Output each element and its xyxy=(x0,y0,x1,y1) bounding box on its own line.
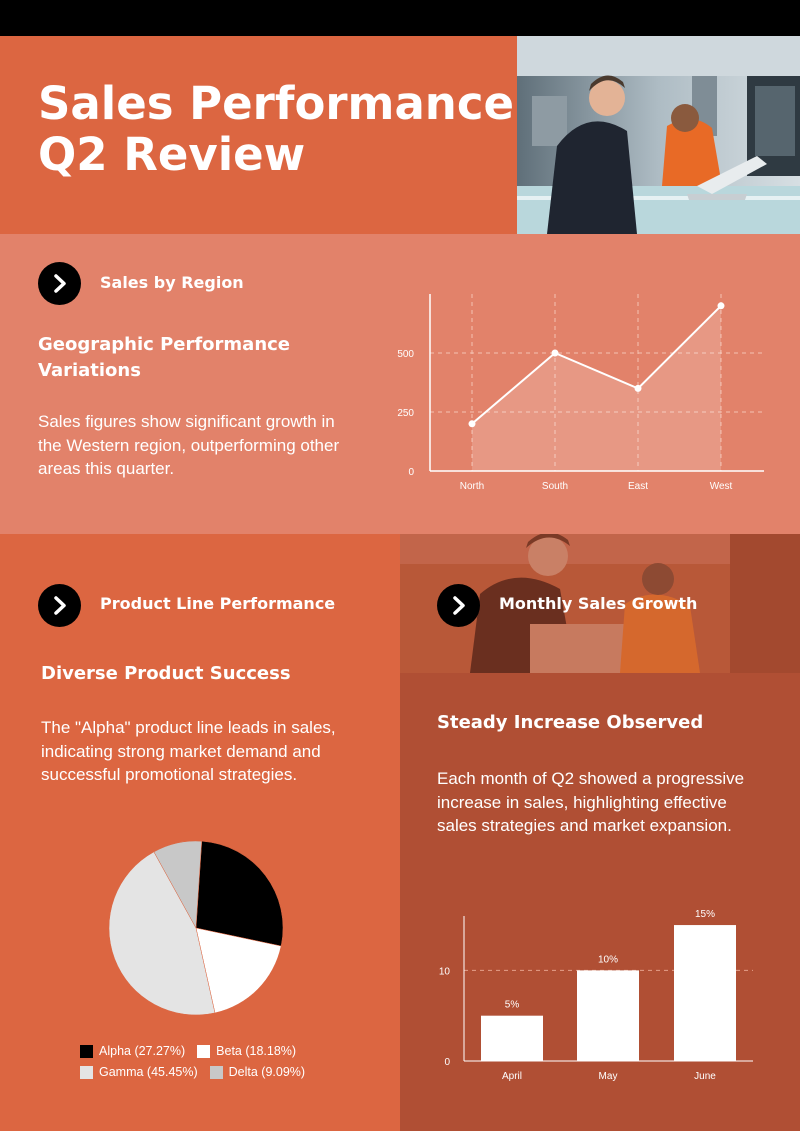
pie-slice-delta xyxy=(153,840,203,929)
legend-swatch-alpha xyxy=(80,1044,93,1058)
chevron-right-icon xyxy=(54,596,66,615)
y-tick-label: 250 xyxy=(397,408,414,419)
pie-slice-alpha xyxy=(195,840,284,947)
x-tick-label-east: East xyxy=(628,481,648,492)
monthly-bar-chart: 0 10 5% April 10% May 15% June xyxy=(439,909,753,1082)
data-label-june: 15% xyxy=(695,909,715,920)
region-section xyxy=(0,234,800,534)
top-bar xyxy=(0,0,800,36)
monthly-subheading: Steady Increase Observed xyxy=(437,712,704,733)
data-point-east xyxy=(634,384,642,392)
area-fill xyxy=(472,305,721,471)
legend-label-delta: Delta (9.09%) xyxy=(228,1065,306,1079)
legend-item-alpha: Alpha (27.27%) xyxy=(80,1044,185,1058)
y-tick-label: 10 xyxy=(439,966,451,977)
region-arrow-button[interactable] xyxy=(38,262,81,305)
data-label-april: 5% xyxy=(505,1000,520,1011)
y-tick-label: 0 xyxy=(408,467,414,478)
y-tick-label: 0 xyxy=(444,1057,450,1068)
monthly-arrow-button[interactable] xyxy=(437,584,480,627)
page-title-line1: Sales Performance xyxy=(38,77,515,130)
chevron-right-icon xyxy=(453,596,465,615)
legend-label-beta: Beta (18.18%) xyxy=(216,1044,297,1058)
data-point-west xyxy=(717,302,725,310)
region-area-chart: 0 250 500 North South East West xyxy=(397,294,764,492)
chevron-right-icon xyxy=(54,274,66,293)
region-body-text: Sales figures show significant growth in… xyxy=(38,412,340,478)
product-pie-legend: Alpha (27.27%) Beta (18.18%) Gamma (45.4… xyxy=(80,1041,380,1083)
legend-swatch-beta xyxy=(197,1044,211,1058)
x-tick-label-west: West xyxy=(710,481,733,492)
series-line xyxy=(471,305,722,425)
data-label-may: 10% xyxy=(598,954,618,965)
data-point-north xyxy=(468,420,476,428)
x-tick-label-north: North xyxy=(460,481,484,492)
pie-slice-gamma xyxy=(108,851,216,1016)
header-banner xyxy=(0,36,517,234)
pie-slice-beta xyxy=(195,927,282,1014)
product-pie-chart xyxy=(108,840,284,1016)
legend-item-beta: Beta (18.18%) xyxy=(197,1044,296,1058)
page-title: Sales Performance Q2 Review xyxy=(38,78,514,180)
legend-swatch-delta xyxy=(209,1065,223,1079)
product-arrow-button[interactable] xyxy=(38,584,81,627)
data-point-south xyxy=(551,349,559,357)
x-tick-label-may: May xyxy=(599,1071,618,1082)
legend-swatch-gamma xyxy=(80,1065,93,1079)
office-meeting-photo xyxy=(517,36,800,234)
monthly-body-text: Each month of Q2 showed a progressive in… xyxy=(437,769,745,835)
product-section xyxy=(0,534,400,1131)
header-photo xyxy=(517,36,800,234)
bar-april xyxy=(481,1015,543,1061)
product-section-title: Product Line Performance xyxy=(100,594,336,613)
legend-label-gamma: Gamma (45.45%) xyxy=(99,1065,198,1079)
x-tick-label-june: June xyxy=(694,1071,716,1082)
monthly-section-title: Monthly Sales Growth xyxy=(499,594,698,613)
x-tick-label-south: South xyxy=(542,481,568,492)
legend-item-delta: Delta (9.09%) xyxy=(209,1065,306,1079)
page-title-line2: Q2 Review xyxy=(38,128,306,181)
legend-item-gamma: Gamma (45.45%) xyxy=(80,1065,198,1079)
product-subheading: Diverse Product Success xyxy=(41,663,291,684)
legend-label-alpha: Alpha (27.27%) xyxy=(99,1044,186,1058)
y-tick-label: 500 xyxy=(397,349,414,360)
region-subheading: Geographic Performance Variations xyxy=(38,334,291,381)
bar-may xyxy=(577,970,639,1061)
bar-june xyxy=(674,925,736,1061)
region-section-title: Sales by Region xyxy=(100,273,244,292)
product-body-text: The "Alpha" product line leads in sales,… xyxy=(41,718,336,784)
x-tick-label-april: April xyxy=(502,1071,522,1082)
